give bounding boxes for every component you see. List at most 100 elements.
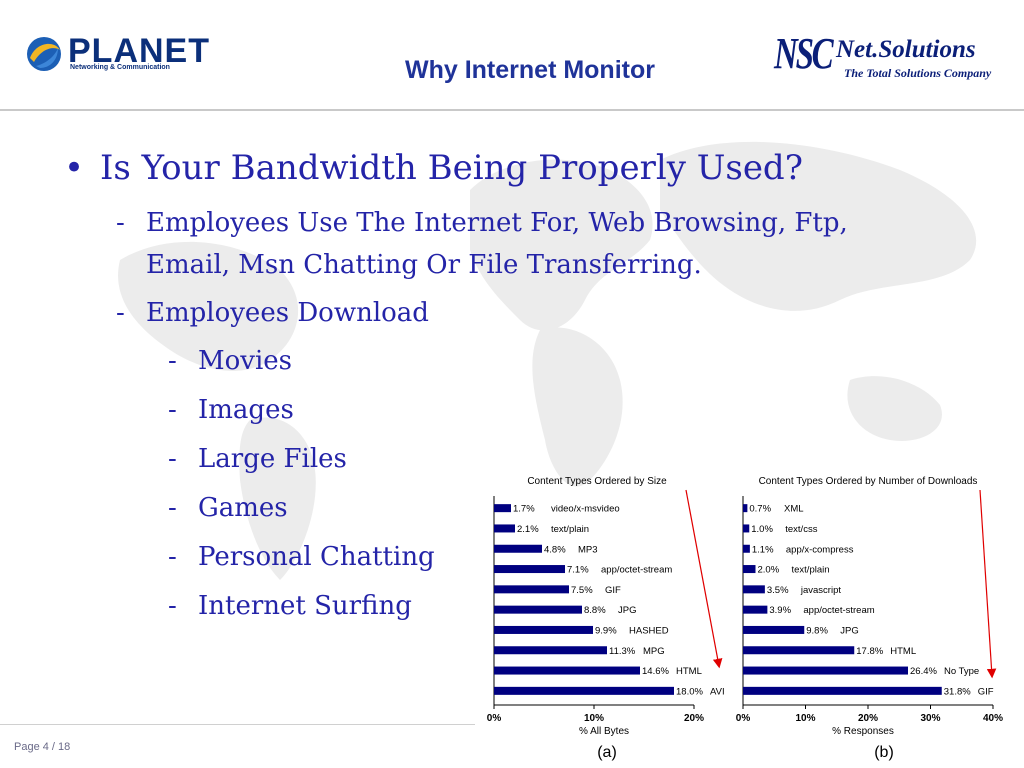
download-item-dash: -	[168, 493, 177, 523]
bar-category-label: HASHED	[629, 625, 669, 636]
bar-value-label: 4.8%	[544, 544, 566, 555]
page-number: Page 4 / 18	[14, 741, 71, 753]
bar-category-label: MP3	[578, 544, 598, 555]
chart-bar	[494, 646, 607, 655]
chart-bar	[494, 565, 565, 574]
download-item-label: Internet Surfing	[198, 591, 412, 621]
bar-category-label: video/x-msvideo	[551, 504, 620, 515]
bar-value-label: 17.8%	[856, 646, 883, 657]
panel-label: (b)	[874, 744, 894, 761]
slide-title: Why Internet Monitor	[405, 56, 655, 84]
bar-value-label: 1.7%	[513, 504, 535, 515]
chart-bar	[743, 524, 750, 533]
bar-value-label: 31.8%	[944, 686, 971, 697]
chart-bar	[494, 625, 593, 634]
bar-value-label: 9.8%	[806, 625, 828, 636]
bar-value-label: 2.0%	[758, 565, 780, 576]
download-item-label: Personal Chatting	[198, 542, 435, 572]
sub-bullet-dash: -	[116, 298, 125, 328]
sub-bullet-usage-line-1: Employees Use The Internet For, Web Brow…	[146, 208, 848, 238]
bar-value-label: 3.9%	[769, 605, 791, 616]
bar-category-label: text/css	[785, 524, 817, 535]
bar-value-label: 1.0%	[751, 524, 773, 535]
bar-category-label: GIF	[605, 585, 621, 596]
x-axis-title: % All Bytes	[579, 726, 629, 737]
x-tick-label: 40%	[983, 713, 1003, 724]
chart-bar	[743, 646, 855, 655]
bar-category-label: GIF	[978, 686, 994, 697]
nsc-company-name: Net.Solutions	[836, 36, 976, 63]
bar-category-label: HTML	[890, 646, 916, 657]
x-tick-label: 20%	[858, 713, 878, 724]
chart-bar	[494, 585, 569, 594]
chart-bar	[494, 666, 640, 675]
download-item-dash: -	[168, 444, 177, 474]
bar-value-label: 14.6%	[642, 666, 669, 677]
bar-value-label: 18.0%	[676, 686, 703, 697]
chart-bar	[743, 585, 765, 594]
panel-label: (a)	[597, 744, 617, 761]
sub-bullet-dash: -	[116, 208, 125, 238]
bar-value-label: 3.5%	[767, 585, 789, 596]
bar-category-label: HTML	[676, 666, 702, 677]
chart-bar	[494, 524, 515, 533]
chart-title: Content Types Ordered by Size	[527, 476, 667, 487]
download-item-label: Movies	[198, 346, 293, 376]
sub-bullet-usage-line-2: Email, Msn Chatting Or File Transferring…	[146, 250, 702, 280]
bar-category-label: app/x-compress	[786, 544, 854, 555]
chart-bar	[743, 686, 942, 695]
bar-value-label: 26.4%	[910, 666, 937, 677]
footer-divider	[0, 724, 475, 725]
bar-value-label: 11.3%	[609, 646, 636, 657]
bar-category-label: javascript	[800, 585, 841, 596]
chart-title: Content Types Ordered by Number of Downl…	[759, 476, 978, 487]
bullet-dot: •	[64, 148, 85, 188]
chart-bar	[743, 625, 805, 634]
download-item-dash: -	[168, 591, 177, 621]
highlight-arrow	[685, 489, 723, 669]
planet-globe-icon	[27, 37, 61, 71]
bar-value-label: 0.7%	[749, 504, 771, 515]
sub-bullet-download-text: Employees Download	[146, 298, 429, 328]
nsc-mark: NSC	[774, 29, 834, 78]
chart-bar	[743, 666, 908, 675]
chart-bar	[743, 565, 756, 574]
bar-category-label: app/octet-stream	[601, 565, 672, 576]
chart-bar	[743, 544, 750, 553]
x-tick-label: 30%	[920, 713, 940, 724]
download-item-label: Large Files	[198, 444, 347, 474]
bar-category-label: JPG	[618, 605, 636, 616]
x-tick-label: 20%	[684, 713, 704, 724]
bar-category-label: text/plain	[551, 524, 589, 535]
bar-category-label: XML	[784, 504, 804, 515]
x-tick-label: 0%	[487, 713, 502, 724]
bar-value-label: 8.8%	[584, 605, 606, 616]
main-bullet-text: Is Your Bandwidth Being Properly Used?	[100, 148, 803, 188]
planet-logo-subtitle: Networking & Communication	[70, 64, 170, 71]
download-item-label: Images	[198, 395, 294, 425]
highlight-arrow	[979, 489, 997, 679]
content-type-charts: Content Types Ordered by Size 1.7% video/x…	[487, 476, 1003, 761]
x-tick-label: 10%	[795, 713, 815, 724]
bar-category-label: No Type	[944, 666, 979, 677]
slide-header	[0, 0, 1024, 110]
net-solutions-logo: NSC Net.Solutions The Total Solutions Co…	[774, 28, 1014, 84]
chart-bar	[494, 504, 511, 513]
chart-bar	[494, 605, 582, 614]
x-tick-label: 0%	[736, 713, 751, 724]
download-item-dash: -	[168, 542, 177, 572]
chart-bar	[494, 686, 674, 695]
download-item-dash: -	[168, 395, 177, 425]
bar-value-label: 7.1%	[567, 565, 589, 576]
planet-logo: PLANET Networking & Communication	[24, 30, 209, 78]
bar-value-label: 1.1%	[752, 544, 774, 555]
chart-bar	[494, 544, 542, 553]
chart-bar	[743, 504, 748, 513]
bar-value-label: 2.1%	[517, 524, 539, 535]
bar-value-label: 9.9%	[595, 625, 617, 636]
x-tick-label: 10%	[584, 713, 604, 724]
bar-category-label: app/octet-stream	[803, 605, 874, 616]
bar-category-label: JPG	[840, 625, 858, 636]
bar-category-label: AVI	[710, 686, 725, 697]
